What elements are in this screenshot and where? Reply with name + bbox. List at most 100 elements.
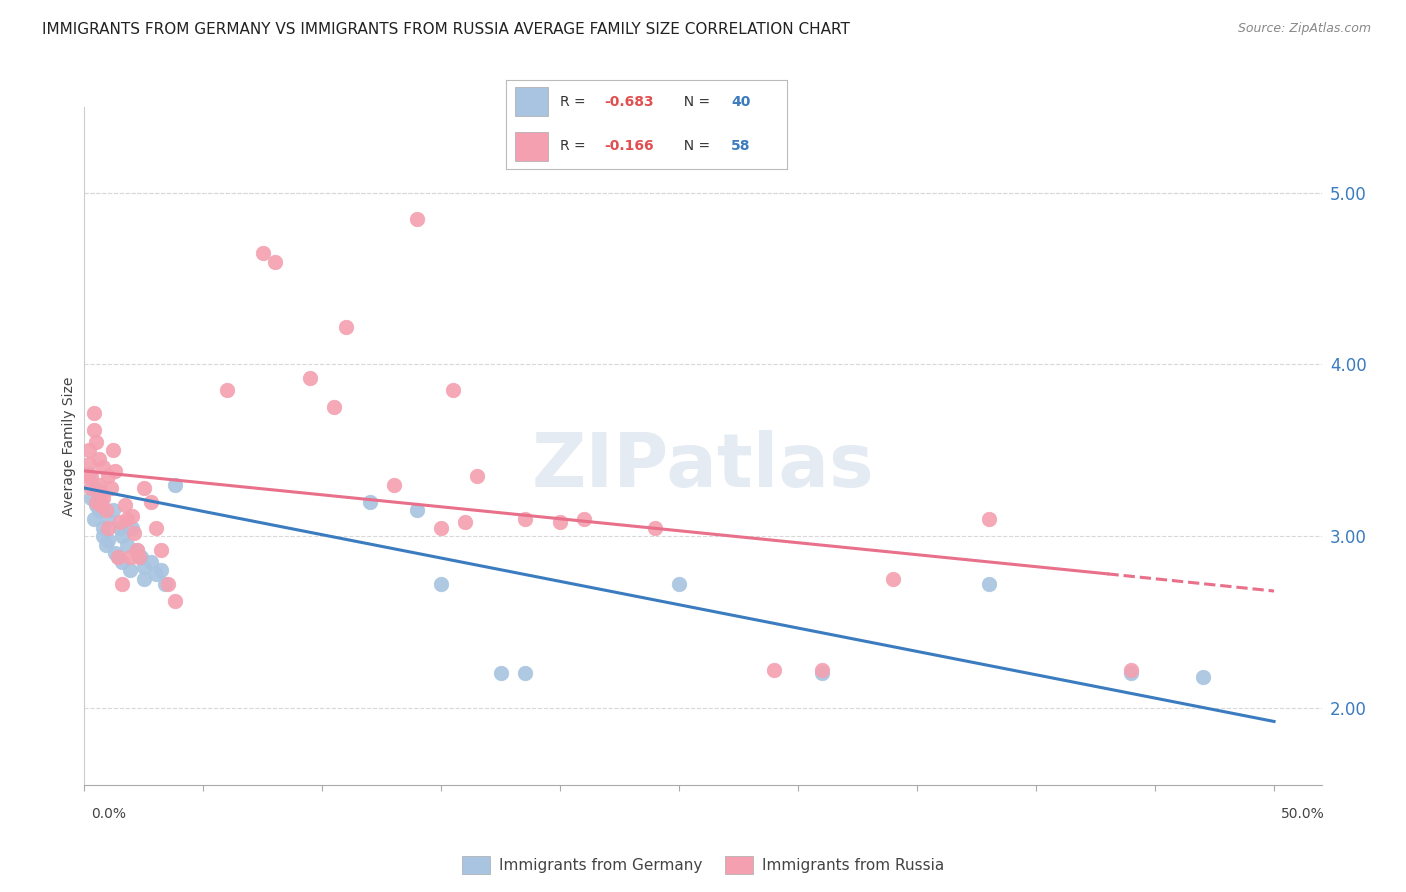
Point — [128, 549, 150, 564]
Point — [107, 549, 129, 564]
Point — [572, 512, 595, 526]
Point — [882, 572, 904, 586]
Point — [155, 577, 177, 591]
Point — [139, 555, 162, 569]
Point — [139, 495, 162, 509]
Point — [121, 508, 143, 523]
Point — [80, 481, 103, 495]
Point — [87, 477, 110, 491]
Point — [118, 549, 141, 564]
Point — [513, 666, 536, 681]
Point — [382, 477, 405, 491]
Point — [125, 542, 148, 557]
Text: R =: R = — [560, 95, 589, 109]
Point — [90, 486, 112, 500]
Point — [104, 464, 127, 478]
Point — [132, 560, 155, 574]
Point — [76, 469, 98, 483]
Point — [97, 512, 120, 526]
Point — [108, 520, 131, 534]
Text: N =: N = — [675, 95, 714, 109]
Point — [90, 495, 112, 509]
Point — [132, 572, 155, 586]
Point — [83, 423, 105, 437]
Point — [1191, 670, 1213, 684]
Point — [441, 383, 464, 397]
Point — [430, 520, 453, 534]
Point — [977, 512, 1000, 526]
Point — [111, 555, 134, 569]
Point — [149, 542, 172, 557]
Point — [77, 443, 100, 458]
Point — [93, 460, 115, 475]
Text: IMMIGRANTS FROM GERMANY VS IMMIGRANTS FROM RUSSIA AVERAGE FAMILY SIZE CORRELATIO: IMMIGRANTS FROM GERMANY VS IMMIGRANTS FR… — [42, 22, 851, 37]
Point — [93, 520, 115, 534]
Text: 40: 40 — [731, 95, 751, 109]
Point — [131, 549, 153, 564]
Point — [430, 577, 453, 591]
Point — [84, 495, 107, 509]
Point — [406, 503, 429, 517]
Point — [87, 503, 110, 517]
Point — [101, 503, 124, 517]
Point — [149, 563, 172, 577]
Point — [80, 491, 103, 506]
Point — [111, 577, 134, 591]
Point — [83, 405, 105, 419]
Point — [406, 211, 429, 226]
Point — [977, 577, 1000, 591]
Point — [763, 663, 786, 677]
Point — [93, 529, 115, 543]
Text: 58: 58 — [731, 139, 751, 153]
Y-axis label: Average Family Size: Average Family Size — [62, 376, 76, 516]
Point — [163, 477, 186, 491]
Point — [90, 498, 112, 512]
Point — [1121, 666, 1143, 681]
Bar — [515, 132, 548, 161]
Point — [121, 520, 143, 534]
Point — [323, 401, 346, 415]
Bar — [515, 87, 548, 116]
Point — [1121, 663, 1143, 677]
Legend: Immigrants from Germany, Immigrants from Russia: Immigrants from Germany, Immigrants from… — [456, 850, 950, 880]
Text: 0.0%: 0.0% — [91, 807, 127, 822]
Text: ZIPatlas: ZIPatlas — [531, 430, 875, 503]
Point — [108, 516, 131, 530]
Point — [489, 666, 512, 681]
Point — [156, 577, 179, 591]
Text: N =: N = — [675, 139, 714, 153]
Text: -0.166: -0.166 — [605, 139, 654, 153]
Point — [84, 434, 107, 449]
Point — [115, 538, 138, 552]
Point — [77, 457, 100, 471]
Point — [145, 520, 167, 534]
Point — [118, 563, 141, 577]
Point — [335, 319, 357, 334]
Point — [101, 443, 124, 458]
Point — [97, 520, 120, 534]
Point — [93, 491, 115, 506]
Point — [252, 246, 274, 260]
Point — [94, 538, 117, 552]
Point — [132, 481, 155, 495]
Point — [124, 525, 146, 540]
Point — [114, 498, 136, 512]
Point — [83, 512, 105, 526]
Text: R =: R = — [560, 139, 589, 153]
Point — [513, 512, 536, 526]
Point — [107, 549, 129, 564]
Point — [84, 498, 107, 512]
Point — [454, 516, 477, 530]
Point — [115, 512, 138, 526]
Text: -0.683: -0.683 — [605, 95, 654, 109]
Point — [465, 469, 488, 483]
Point — [163, 594, 186, 608]
Point — [97, 469, 120, 483]
Point — [811, 666, 834, 681]
Point — [111, 529, 134, 543]
Point — [80, 469, 103, 483]
Point — [100, 481, 122, 495]
Point — [644, 520, 666, 534]
Point — [104, 546, 127, 560]
Point — [548, 516, 571, 530]
